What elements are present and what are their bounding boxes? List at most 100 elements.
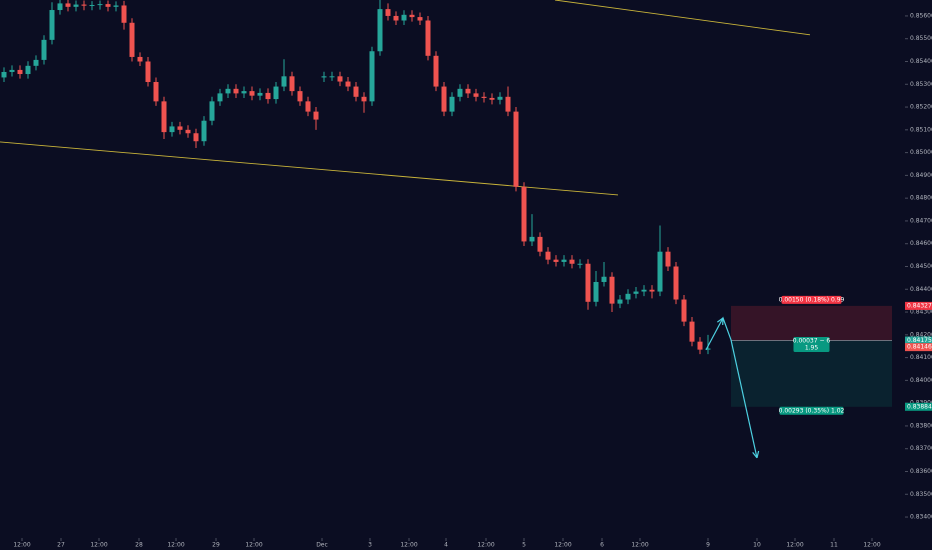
- x-tick-label: 12:00: [477, 542, 494, 549]
- x-tick-label: 9: [706, 542, 710, 549]
- candle-body: [665, 251, 671, 267]
- candle-body: [33, 59, 39, 66]
- candle-body: [385, 9, 391, 16]
- price-tag: [905, 301, 932, 310]
- x-tick-label: 29: [212, 542, 220, 549]
- candle-body: [361, 96, 367, 102]
- candle-body: [49, 10, 55, 40]
- price-tag-label: 0.84327: [907, 302, 932, 309]
- candle-body: [161, 101, 167, 133]
- candle-body: [401, 14, 407, 21]
- candle-body: [185, 129, 191, 134]
- candle-body: [601, 276, 607, 282]
- position-label: 0.00293 (0.35%) 1.02: [779, 407, 845, 414]
- candle-body: [201, 120, 207, 142]
- x-tick-label: 12:00: [631, 542, 648, 549]
- x-tick-label: 12:00: [786, 542, 803, 549]
- x-tick-label: 12:00: [863, 542, 880, 549]
- price-tag: [905, 336, 932, 345]
- candle-body: [585, 263, 591, 302]
- x-tick-label: Dec: [316, 542, 328, 549]
- position-label-box: [793, 337, 830, 353]
- x-tick-label: 5: [522, 542, 526, 549]
- candle-body: [25, 65, 31, 75]
- candle-body: [217, 93, 223, 102]
- candle-body: [129, 22, 135, 57]
- position-label: 0.00037 − 6: [793, 338, 831, 345]
- candle-body: [321, 76, 327, 78]
- price-tag-label: 0.84175: [907, 337, 932, 344]
- x-tick-label: 10: [753, 542, 761, 549]
- arrow-head: [752, 450, 760, 459]
- candle-body: [97, 4, 103, 6]
- candle-body: [73, 4, 79, 7]
- candle-body: [145, 61, 151, 82]
- candle-body: [169, 126, 175, 133]
- price-tag: [905, 343, 932, 352]
- candle-body: [529, 236, 535, 242]
- candle-body: [121, 5, 127, 23]
- candle-body: [41, 39, 47, 60]
- candle-body: [521, 186, 527, 242]
- price-tag-label: 0.83884: [907, 403, 932, 410]
- x-tick-label: 12:00: [167, 542, 184, 549]
- candle-body: [241, 91, 247, 94]
- candle-body: [345, 81, 351, 87]
- candle-body: [257, 92, 263, 96]
- candle-body: [225, 88, 231, 94]
- candle-body: [681, 299, 687, 322]
- x-tick-label: 28: [135, 542, 143, 549]
- candle-body: [193, 133, 199, 142]
- position-label-box: [781, 295, 842, 304]
- x-tick-label: 4: [444, 542, 448, 549]
- x-tick-label: 12:00: [554, 542, 571, 549]
- candle-body: [593, 281, 599, 302]
- candle-body: [673, 266, 679, 300]
- x-tick-label: 3: [368, 542, 372, 549]
- candle-body: [433, 55, 439, 87]
- x-tick-label: 6: [600, 542, 604, 549]
- candle-body: [425, 20, 431, 56]
- y-tick-label: 0.85600: [910, 12, 932, 19]
- candle-body: [481, 96, 487, 98]
- stop-zone: [731, 305, 892, 341]
- candle-body: [17, 69, 23, 75]
- candle-body: [545, 251, 551, 260]
- candle-body: [457, 88, 463, 97]
- candle-body: [393, 15, 399, 21]
- candle-body: [505, 96, 511, 112]
- x-tick-label: 12:00: [90, 542, 107, 549]
- candle-body: [377, 9, 383, 52]
- candle-body: [137, 56, 143, 62]
- candle-body: [249, 91, 255, 96]
- candle-body: [553, 259, 559, 262]
- candle-body: [81, 4, 87, 6]
- candle-body: [609, 276, 615, 304]
- candle-body: [689, 321, 695, 342]
- candle-body: [705, 348, 711, 350]
- candle-body: [537, 236, 543, 252]
- candle-body: [641, 289, 647, 292]
- candle-body: [105, 4, 111, 7]
- candle-body: [561, 259, 567, 262]
- position-label-box: [779, 406, 844, 415]
- price-tag: [905, 402, 932, 411]
- candle-body: [153, 81, 159, 102]
